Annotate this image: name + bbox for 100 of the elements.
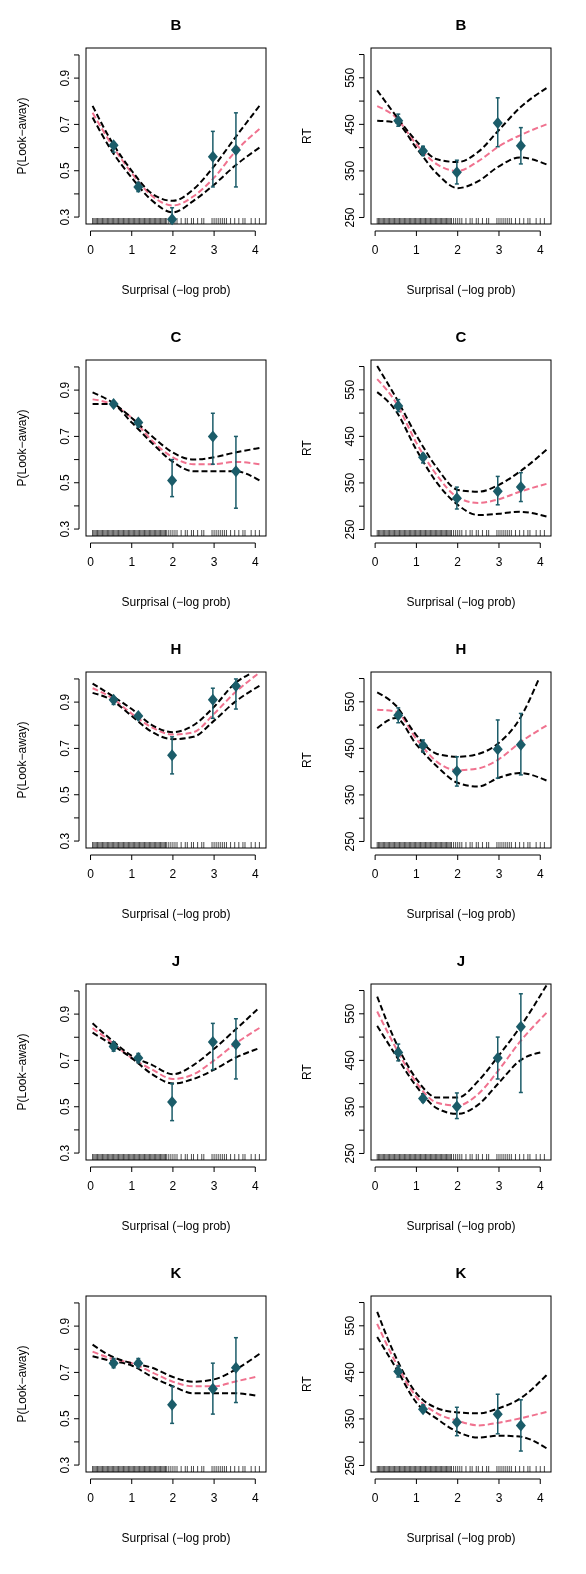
point [492, 1408, 503, 1421]
point [167, 1398, 178, 1411]
y-tick-label: 0.3 [58, 208, 72, 226]
chart-title: J [171, 952, 181, 969]
x-tick-label: 0 [87, 243, 95, 257]
y-tick-label: 0.7 [58, 1363, 72, 1381]
x-tick-label: 0 [371, 243, 379, 257]
x-tick-label: 1 [413, 1491, 421, 1505]
x-axis-title: Surprisal (−log prob) [406, 283, 516, 297]
y-tick-label: 0.7 [58, 115, 72, 133]
chart-title: B [170, 16, 182, 33]
x-tick-label: 3 [495, 1179, 503, 1193]
x-tick-label: 2 [169, 243, 177, 257]
y-tick-label: 0.3 [58, 832, 72, 850]
point [492, 116, 503, 129]
point [492, 743, 503, 756]
x-tick-label: 2 [454, 555, 462, 569]
y-tick-label: 0.9 [58, 69, 72, 87]
point [451, 1416, 462, 1429]
x-tick-label: 3 [210, 1491, 218, 1505]
x-axis-title: Surprisal (−log prob) [121, 283, 231, 297]
x-tick-label: 1 [128, 1179, 136, 1193]
x-tick-label: 3 [210, 867, 218, 881]
y-tick-label: 550 [343, 379, 357, 400]
point [167, 749, 178, 762]
y-tick-label: 350 [343, 160, 357, 181]
x-tick-label: 2 [454, 867, 462, 881]
x-tick-label: 2 [454, 243, 462, 257]
point [515, 139, 526, 152]
y-tick-label: 450 [343, 1362, 357, 1383]
x-tick-label: 4 [536, 1491, 544, 1505]
point [230, 1361, 241, 1374]
x-tick-label: 2 [454, 1491, 462, 1505]
y-axis-title: P(Look−away) [15, 1345, 29, 1423]
x-tick-label: 4 [536, 243, 544, 257]
x-tick-label: 4 [536, 555, 544, 569]
point [515, 1020, 526, 1033]
x-tick-label: 4 [536, 1179, 544, 1193]
point [207, 1035, 218, 1048]
x-tick-label: 0 [371, 1179, 379, 1193]
x-tick-label: 1 [413, 243, 421, 257]
point [492, 485, 503, 498]
chart-title: J [456, 952, 466, 969]
y-tick-label: 550 [343, 1315, 357, 1336]
y-tick-label: 450 [343, 1050, 357, 1071]
x-tick-label: 2 [169, 1179, 177, 1193]
y-tick-label: 0.3 [58, 1456, 72, 1474]
x-tick-label: 0 [371, 555, 379, 569]
x-tick-label: 3 [210, 1179, 218, 1193]
chart-title: C [170, 328, 182, 345]
point [418, 1403, 429, 1416]
chart-title: C [455, 328, 467, 345]
x-tick-label: 0 [87, 1179, 95, 1193]
y-tick-label: 350 [343, 784, 357, 805]
y-tick-label: 250 [343, 1143, 357, 1164]
x-axis-title: Surprisal (−log prob) [121, 595, 231, 609]
y-tick-label: 0.3 [58, 1144, 72, 1162]
y-tick-label: 550 [343, 1003, 357, 1024]
point [451, 765, 462, 778]
x-axis-title: Surprisal (−log prob) [406, 595, 516, 609]
x-tick-label: 4 [251, 1491, 259, 1505]
point [492, 1052, 503, 1065]
y-tick-label: 0.7 [58, 427, 72, 445]
chart-title: H [455, 640, 467, 657]
x-tick-label: 1 [128, 867, 136, 881]
y-axis-title: RT [300, 439, 314, 456]
line-series [376, 378, 548, 504]
y-axis-title: RT [300, 1375, 314, 1392]
x-tick-label: 4 [251, 867, 259, 881]
point [451, 166, 462, 179]
x-tick-label: 4 [251, 243, 259, 257]
point [167, 1096, 178, 1109]
y-axis-title: P(Look−away) [15, 721, 29, 799]
line-series [91, 398, 261, 466]
y-tick-label: 0.5 [58, 1098, 72, 1116]
x-tick-label: 1 [413, 1179, 421, 1193]
point [167, 474, 178, 487]
x-tick-label: 1 [128, 243, 136, 257]
chart-title: H [170, 640, 182, 657]
point [515, 1419, 526, 1432]
x-tick-label: 2 [169, 867, 177, 881]
x-tick-label: 3 [495, 555, 503, 569]
point [451, 492, 462, 505]
x-tick-label: 1 [413, 867, 421, 881]
point [418, 1092, 429, 1105]
y-tick-label: 0.3 [58, 520, 72, 538]
x-tick-label: 2 [169, 1491, 177, 1505]
x-tick-label: 0 [87, 867, 95, 881]
y-tick-label: 0.7 [58, 1051, 72, 1069]
point [167, 213, 178, 226]
line-series [376, 1024, 542, 1115]
y-tick-label: 250 [343, 519, 357, 540]
x-tick-label: 4 [536, 867, 544, 881]
y-tick-label: 0.5 [58, 786, 72, 804]
y-tick-label: 0.5 [58, 1410, 72, 1428]
point [133, 710, 144, 722]
x-tick-label: 4 [251, 555, 259, 569]
x-tick-label: 1 [128, 555, 136, 569]
point [207, 1382, 218, 1395]
point [230, 465, 241, 478]
